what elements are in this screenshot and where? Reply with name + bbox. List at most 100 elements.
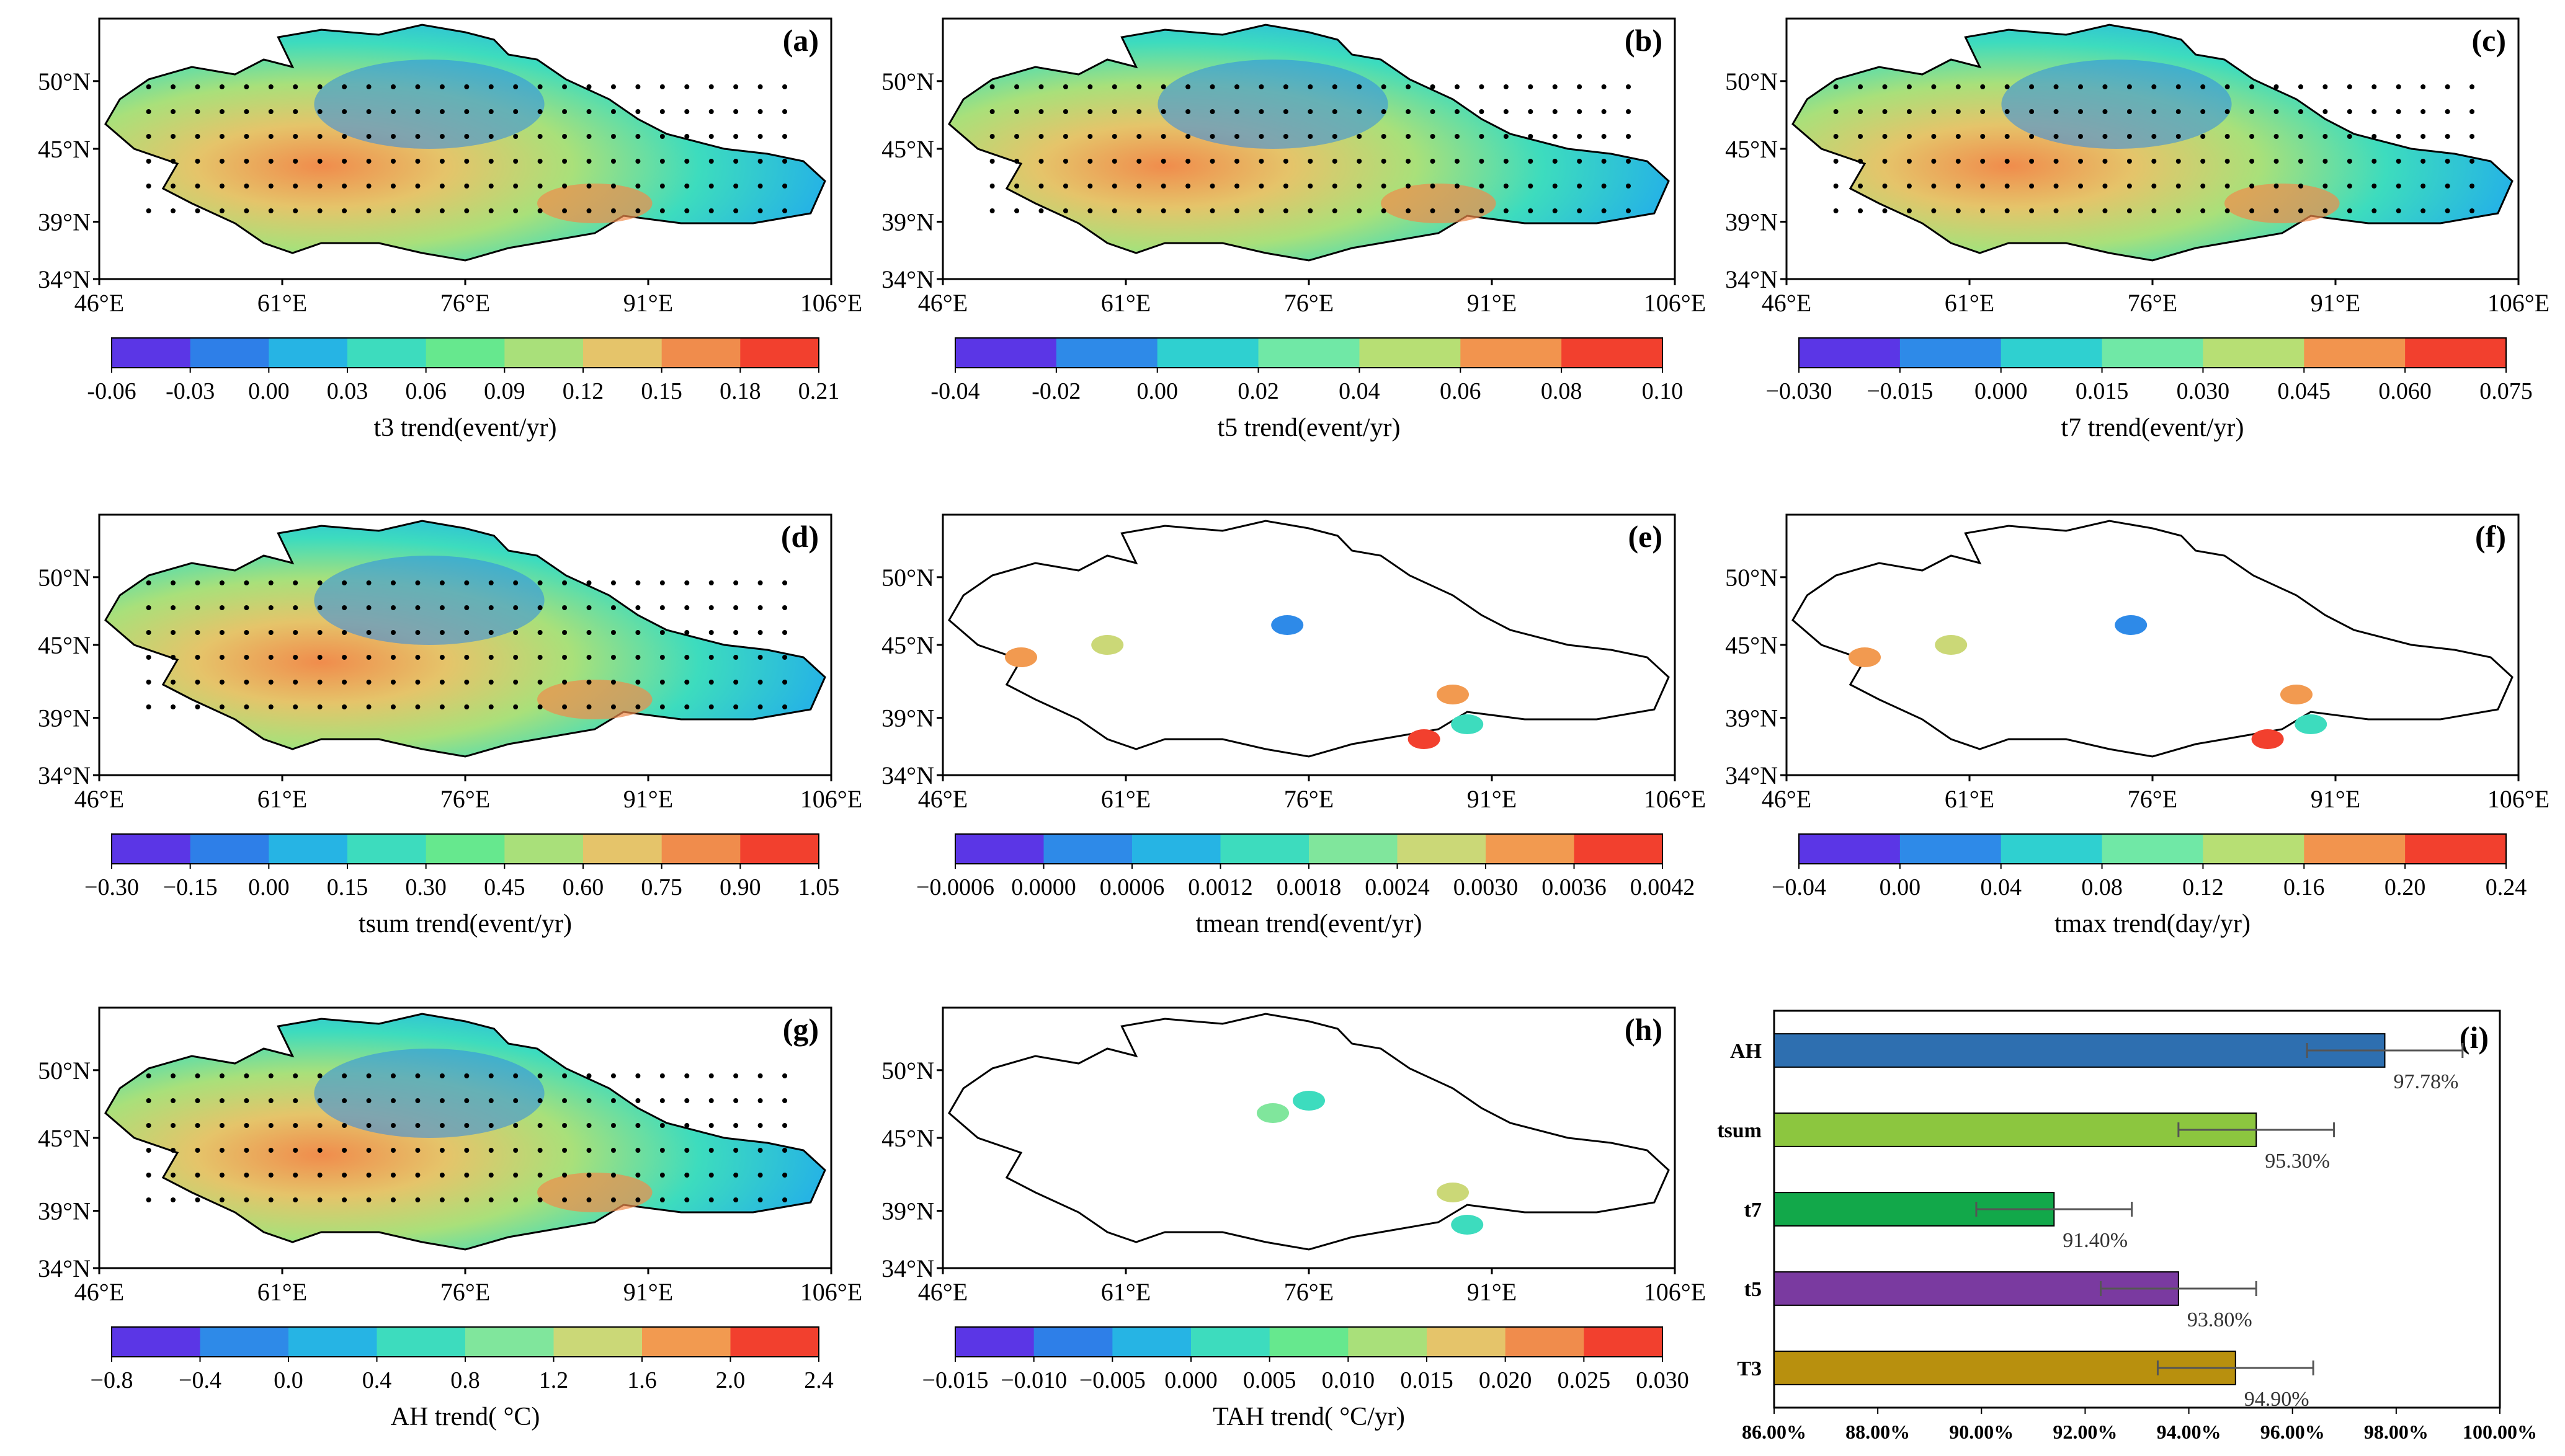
significance-dot — [610, 1197, 616, 1202]
lon-tick-label: 61°E — [1945, 289, 1994, 317]
significance-dot — [1906, 184, 1912, 189]
significance-dot — [439, 655, 445, 660]
significance-dot — [684, 84, 690, 89]
significance-dot — [1406, 184, 1411, 189]
significance-dot — [244, 109, 249, 114]
significance-dot — [562, 208, 568, 213]
significance-dot — [1283, 84, 1288, 89]
colorbar-segment — [1799, 834, 1901, 864]
significance-dot — [1577, 109, 1582, 114]
significance-dot — [684, 184, 690, 189]
colorbar-tick-label: 0.000 — [1974, 378, 2028, 404]
significance-dot — [219, 159, 225, 164]
significance-dot — [1185, 84, 1191, 89]
colorbar-tick-label: −0.30 — [84, 874, 139, 900]
significance-dot — [1577, 184, 1582, 189]
significance-dot — [733, 1173, 739, 1178]
colorbar-tick-label: 0.06 — [1440, 378, 1481, 404]
x-tick-label: 100.00% — [2463, 1421, 2537, 1443]
significance-dot — [1882, 109, 1888, 114]
significance-dot — [2224, 84, 2230, 89]
colorbar-tick-label: 0.18 — [720, 378, 761, 404]
significance-dot — [488, 208, 494, 213]
lat-tick-label: 39°N — [38, 208, 91, 236]
significance-dot — [1259, 84, 1264, 89]
colorbar-segment — [190, 834, 269, 864]
colorbar-tick-label: 0.02 — [1238, 378, 1279, 404]
significance-dot — [708, 655, 714, 660]
significance-dot — [268, 704, 274, 709]
significance-dot — [513, 159, 519, 164]
significance-dot — [293, 1197, 298, 1202]
significance-dot — [293, 134, 298, 139]
significance-dot — [733, 84, 739, 89]
colorbar-segment — [955, 338, 1057, 368]
lat-tick-label: 39°N — [881, 208, 934, 236]
significance-dot — [1112, 84, 1117, 89]
significance-dot — [2175, 184, 2181, 189]
significance-dot — [2151, 159, 2157, 164]
significance-dot — [513, 1098, 519, 1103]
significance-dot — [219, 1197, 225, 1202]
colorbar-tick-label: 0.000 — [1164, 1367, 1218, 1393]
significance-dot — [635, 1098, 641, 1103]
significance-dot — [2347, 84, 2352, 89]
significance-dot — [366, 159, 372, 164]
significance-dot — [171, 84, 176, 89]
significance-dot — [1283, 159, 1288, 164]
trend-patch — [2251, 729, 2284, 749]
lat-tick-label: 34°N — [881, 1254, 934, 1282]
significance-dot — [342, 208, 347, 213]
colorbar-tick-label: 0.00 — [248, 874, 290, 900]
significance-dot — [586, 655, 592, 660]
significance-dot — [2004, 134, 2010, 139]
significance-dot — [586, 1173, 592, 1178]
significance-dot — [1381, 134, 1386, 139]
significance-dot — [1136, 109, 1142, 114]
significance-dot — [2273, 134, 2279, 139]
significance-dot — [635, 134, 641, 139]
bar-AH — [1773, 1033, 2386, 1068]
significance-dot — [635, 1173, 641, 1178]
significance-dot — [2445, 208, 2450, 213]
significance-dot — [1955, 184, 1961, 189]
significance-dot — [2004, 184, 2010, 189]
colorbar-segment — [1157, 338, 1259, 368]
significance-dot — [244, 1148, 249, 1153]
lon-tick-label: 91°E — [1467, 785, 1517, 813]
colorbar-tick-label: 0.060 — [2378, 378, 2432, 404]
significance-dot — [391, 1173, 396, 1178]
significance-dot — [2322, 134, 2328, 139]
colorbar-segment — [1220, 834, 1309, 864]
colorbar-tick-label: 0.075 — [2479, 378, 2533, 404]
colorbar-segment — [2001, 338, 2103, 368]
significance-dot — [1931, 184, 1937, 189]
significance-dot — [1833, 134, 1839, 139]
significance-dot — [1136, 208, 1142, 213]
significance-dot — [2420, 184, 2426, 189]
significance-dot — [2200, 184, 2206, 189]
significance-dot — [513, 1148, 519, 1153]
lat-tick-label: 34°N — [1725, 265, 1778, 293]
colorbar-tick-label: 0.08 — [1541, 378, 1582, 404]
significance-dot — [1014, 84, 1020, 89]
significance-dot — [708, 605, 714, 610]
lat-tick-label: 34°N — [38, 265, 91, 293]
significance-dot — [1601, 159, 1607, 164]
significance-dot — [342, 1098, 347, 1103]
significance-dot — [146, 1148, 151, 1153]
colorbar-tick-label: −0.015 — [922, 1367, 989, 1393]
significance-dot — [1626, 208, 1631, 213]
colorbar-segment — [730, 1327, 819, 1357]
colorbar-tick-label: −0.005 — [1079, 1367, 1146, 1393]
significance-dot — [293, 109, 298, 114]
significance-dot — [439, 1123, 445, 1128]
colorbar-label: tsum trend(event/yr) — [359, 910, 572, 938]
significance-dot — [317, 208, 323, 213]
significance-dot — [219, 184, 225, 189]
significance-dot — [2078, 184, 2083, 189]
colorbar-tick-label: 0.0012 — [1188, 874, 1253, 900]
significance-dot — [268, 109, 274, 114]
colorbar-tick-label: −0.8 — [91, 1367, 133, 1393]
significance-dot — [244, 680, 249, 685]
